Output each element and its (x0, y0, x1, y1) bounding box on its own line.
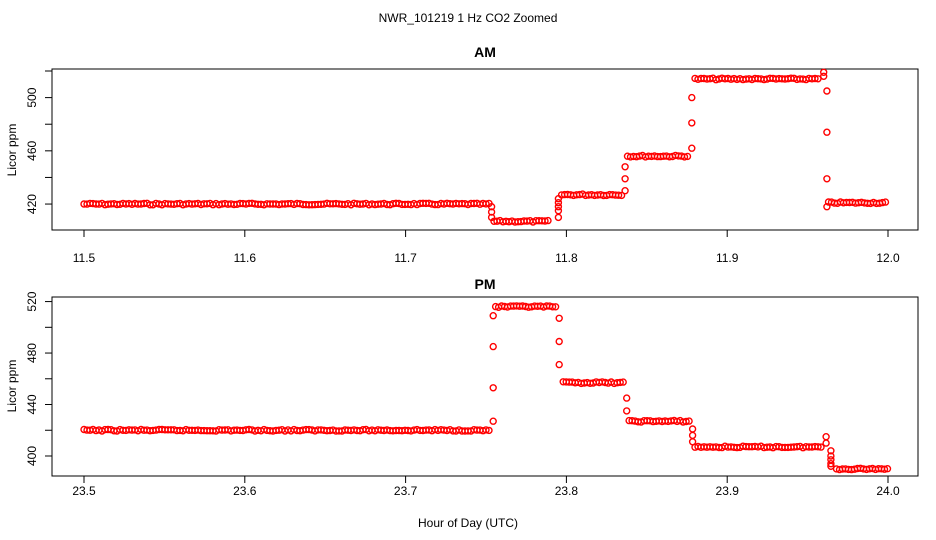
y-tick-label: 480 (25, 343, 39, 363)
data-point (827, 460, 835, 468)
data-point (820, 72, 828, 81)
y-tick-label: 500 (25, 87, 39, 107)
x-tick-label: 23.6 (233, 484, 257, 498)
data-point (554, 198, 563, 207)
data-point (823, 202, 831, 211)
data-point (489, 342, 497, 351)
data-point (688, 119, 696, 127)
x-tick-label: 11.6 (234, 251, 257, 265)
data-point (883, 465, 892, 473)
data-point (688, 438, 697, 446)
y-axis-label-am: Licor ppm (5, 124, 19, 177)
y-tick-label: 460 (25, 140, 39, 160)
data-point (489, 384, 497, 392)
data-point (822, 433, 830, 441)
x-tick-label: 23.9 (716, 484, 740, 498)
data-point (881, 198, 890, 206)
data-point (555, 360, 563, 369)
data-point (688, 431, 697, 440)
data-point (688, 93, 696, 102)
x-tick-label: 11.5 (73, 251, 96, 265)
x-tick-label: 11.9 (716, 251, 739, 265)
y-tick-label: 520 (25, 291, 39, 311)
main-title: NWR_101219 1 Hz CO2 Zoomed (379, 11, 558, 25)
data-point (619, 378, 627, 386)
data-point (880, 465, 889, 473)
y-axis-label-pm: Licor ppm (5, 360, 19, 413)
data-point (548, 303, 557, 311)
y-tick-label: 440 (25, 394, 39, 414)
data-point (688, 425, 697, 433)
data-point (811, 74, 819, 83)
data-point (623, 394, 631, 402)
x-tick-label: 11.7 (394, 251, 417, 265)
data-point (554, 213, 563, 222)
x-tick-label: 12.0 (876, 251, 900, 265)
data-point (680, 153, 689, 161)
x-tick-label: 23.8 (555, 484, 579, 498)
data-point (682, 417, 690, 426)
data-point (823, 128, 831, 136)
data-point (489, 417, 497, 425)
data-point (623, 407, 631, 415)
data-point (621, 186, 629, 195)
data-point (827, 447, 835, 455)
x-axis-label: Hour of Day (UTC) (418, 516, 518, 530)
data-point (621, 163, 629, 171)
data-point (485, 426, 493, 435)
panel-title-pm: PM (475, 276, 496, 292)
y-axis-pm: 400 440 480 520 (25, 291, 53, 466)
data-point (817, 443, 825, 451)
data-point (823, 175, 831, 183)
data-point (541, 217, 549, 225)
data-point (614, 191, 623, 199)
panel-pm: PM Licor ppm 23.5 23.6 23.7 23.8 23.9 24.0 40… (5, 276, 919, 498)
data-point (683, 152, 692, 161)
x-tick-label: 11.8 (555, 251, 578, 265)
data-point (554, 202, 563, 211)
data-point (482, 200, 490, 208)
data-point (487, 213, 496, 222)
data-point (820, 68, 828, 77)
data-point (617, 191, 626, 200)
y-axis-am: 420 460 500 (25, 70, 53, 214)
data-point (554, 194, 563, 203)
y-tick-label: 400 (25, 446, 39, 466)
data-point (822, 439, 830, 447)
x-tick-label: 23.7 (394, 484, 418, 498)
data-points-am (80, 68, 890, 226)
data-point (489, 312, 497, 320)
x-axis-am: 11.5 11.6 11.7 11.8 11.9 12.0 (73, 229, 900, 265)
x-tick-label: 23.5 (72, 484, 96, 498)
y-tick-label: 420 (25, 194, 39, 214)
data-point (555, 314, 563, 322)
data-points-pm (80, 302, 892, 474)
data-point (616, 378, 624, 387)
x-axis-pm: 23.5 23.6 23.7 23.8 23.9 24.0 (72, 475, 900, 498)
data-point (827, 462, 835, 470)
data-point (551, 303, 560, 311)
data-point (555, 337, 563, 346)
data-point (685, 417, 693, 425)
panel-title-am: AM (474, 44, 496, 60)
data-point (814, 443, 822, 451)
data-point (482, 426, 490, 434)
data-point (827, 452, 835, 460)
data-point (544, 216, 552, 225)
data-point (688, 144, 696, 152)
data-point (823, 87, 831, 95)
panel-am: AM Licor ppm 11.5 11.6 11.7 11.8 11.9 12.0 42… (5, 44, 919, 265)
data-point (554, 206, 563, 215)
data-point (621, 175, 629, 183)
x-tick-label: 24.0 (876, 484, 900, 498)
data-point (878, 198, 887, 207)
